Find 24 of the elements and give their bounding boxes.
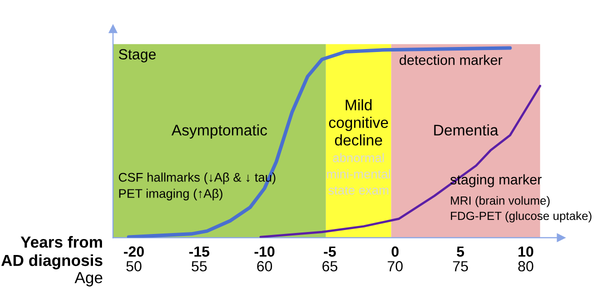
x-tick-label: 5 (456, 246, 464, 257)
annotation: MRI (brain volume) FDG-PET (glucose uptake) (450, 196, 592, 222)
annotation: CSF hallmarks (↓Aβ & ↓ tau) PET imaging (↑Aβ) (118, 172, 276, 200)
band-label: Asymptomatic (172, 124, 268, 139)
x2-tick-label: 60 (257, 261, 272, 272)
annotation: abnormal mini-mental state exam (327, 153, 390, 195)
x2-tick-label: 75 (453, 261, 468, 272)
x-tick-label: -10 (254, 246, 274, 257)
x2-tick-label: 50 (126, 261, 142, 272)
band-label: Dementia (434, 124, 498, 136)
x-tick-label: -20 (124, 246, 144, 257)
x-tick-label: -15 (189, 246, 210, 257)
band-label: Mild cognitive decline (329, 99, 388, 146)
x-tick-label: -5 (324, 246, 336, 257)
y-axis-title: Stage (118, 49, 156, 62)
series-label: detection marker (400, 54, 502, 65)
x2-tick-label: 65 (322, 261, 338, 272)
x2-axis-title: Age (74, 272, 102, 286)
x-axis-title: Years from AD diagnosis (1, 236, 102, 270)
x2-tick-label: 80 (518, 261, 534, 272)
x2-tick-label: 55 (192, 261, 207, 272)
x2-tick-label: 70 (388, 261, 403, 272)
x-tick-label: 10 (518, 246, 534, 257)
x-tick-label: 0 (392, 246, 399, 257)
